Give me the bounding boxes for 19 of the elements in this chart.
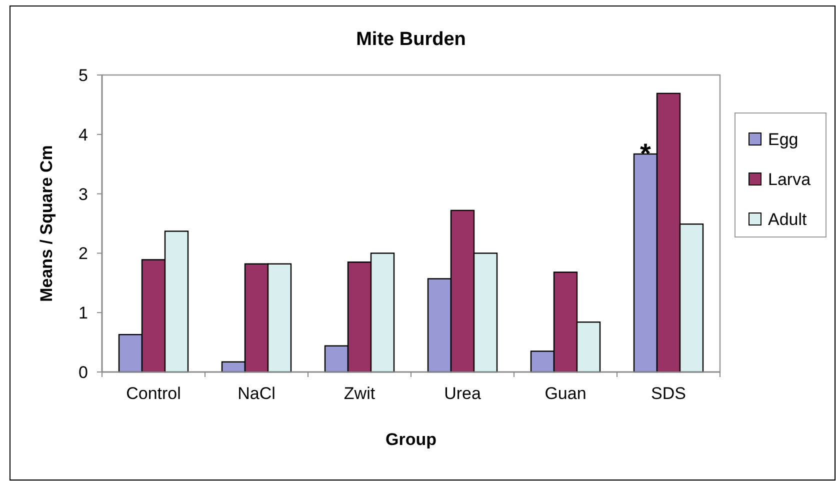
y-tick-label: 2 [78,244,88,264]
legend-label: Egg [768,130,798,149]
y-axis-title: Means / Square Cm [37,145,56,302]
y-tick-label: 3 [78,184,88,204]
x-tick-label: SDS [651,384,686,403]
x-tick-label: Urea [444,384,482,403]
y-tick-label: 5 [78,66,88,85]
x-tick-label: Guan [544,384,586,403]
legend-label: Adult [768,210,808,229]
y-tick-label: 4 [78,125,88,144]
annotation: * [640,138,652,169]
x-tick-label: Zwit [344,384,376,403]
x-tick-label: Control [126,384,181,403]
x-axis-title: Group [386,430,436,449]
legend-label: Larva [768,170,812,189]
y-tick-label: 1 [78,304,88,323]
y-tick-label: 0 [78,362,88,382]
chart-title: Mite Burden [356,29,466,50]
x-tick-label: NaCl [238,384,276,403]
